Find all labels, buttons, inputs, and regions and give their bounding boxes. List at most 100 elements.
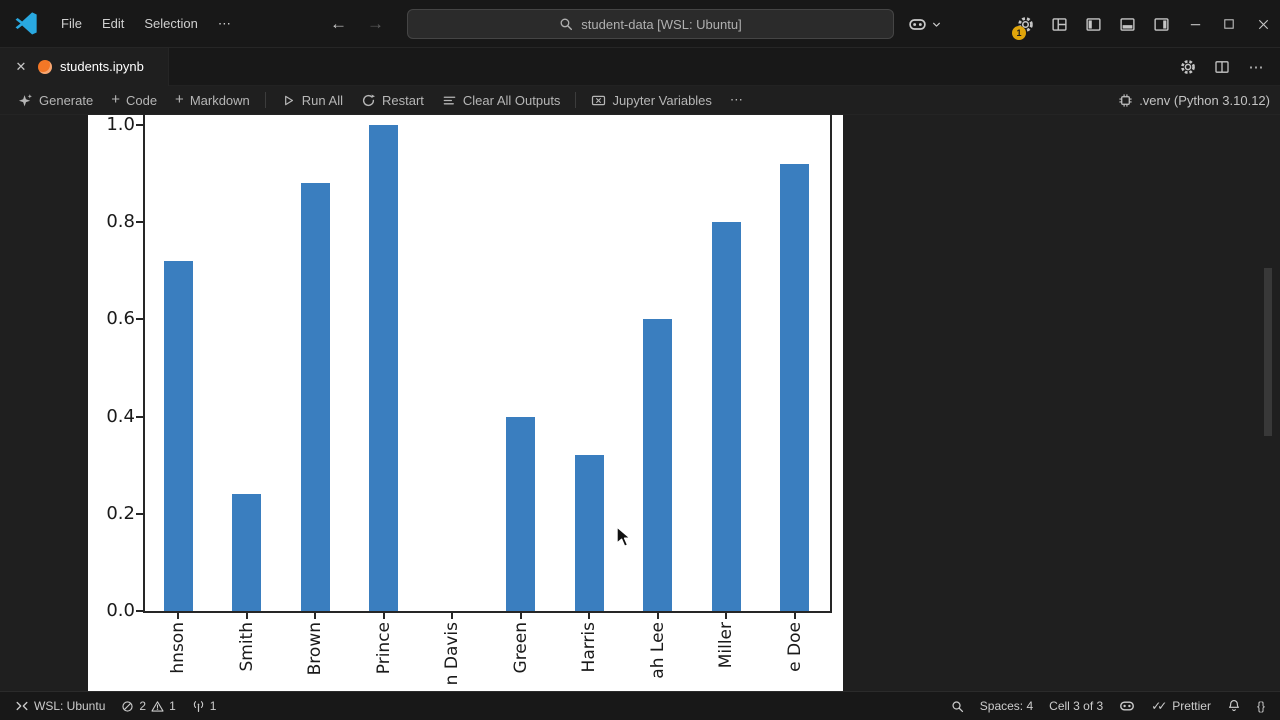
gear-icon: [1180, 59, 1196, 75]
sidebar-left-icon: [1085, 16, 1102, 33]
editor-actions: ⋯: [1174, 48, 1270, 86]
command-center-search[interactable]: student-data [WSL: Ubuntu]: [407, 9, 894, 39]
clear-all-outputs-label: Clear All Outputs: [462, 92, 561, 108]
y-tick-label: 1.0: [106, 115, 135, 135]
run-all-label: Run All: [301, 92, 343, 108]
search-text: student-data [WSL: Ubuntu]: [581, 16, 742, 32]
notebook-editor: 0.0 0.2 0.4 0.6 0.8 1.0 hnson Smith Brown Prince n…: [0, 115, 1280, 691]
prettier-label: Prettier: [1172, 699, 1211, 713]
bar: [643, 319, 672, 611]
settings-gear-button[interactable]: 1: [1008, 0, 1042, 48]
x-tick-label: n Davis: [442, 622, 462, 686]
toggle-panel-button[interactable]: [1110, 0, 1144, 48]
jupyter-variables-button[interactable]: Jupyter Variables: [583, 90, 719, 111]
settings-badge: 1: [1012, 26, 1026, 40]
ellipsis-icon: ⋯: [729, 92, 743, 107]
maximize-icon: [1222, 17, 1236, 31]
cell-indicator[interactable]: Cell 3 of 3: [1042, 695, 1110, 717]
notebook-settings-button[interactable]: [1174, 54, 1202, 80]
kernel-icon: [1118, 93, 1133, 108]
y-tick-label: 0.4: [106, 405, 135, 427]
notifications-bell[interactable]: [1220, 695, 1248, 717]
run-all-button[interactable]: Run All: [273, 90, 351, 111]
status-bar-right: Spaces: 4 Cell 3 of 3 ✓✓ Prettier {}: [944, 695, 1272, 717]
bar: [232, 494, 261, 611]
add-code-cell-button[interactable]: + Code: [103, 90, 165, 111]
restart-kernel-button[interactable]: Restart: [353, 90, 432, 111]
x-tick-mark: [382, 613, 385, 619]
toolbar-more-button[interactable]: ⋯: [722, 89, 751, 111]
kernel-picker-button[interactable]: .venv (Python 3.10.12): [1118, 86, 1270, 115]
ports-indicator[interactable]: 1: [185, 695, 224, 717]
layout-grid-icon: [1051, 16, 1068, 33]
remote-icon: [15, 699, 29, 713]
tab-students-ipynb[interactable]: ✕ students.ipynb: [0, 47, 169, 86]
clear-all-outputs-button[interactable]: Clear All Outputs: [434, 90, 569, 111]
braces-indicator[interactable]: {}: [1250, 695, 1272, 717]
tab-close-icon[interactable]: ✕: [15, 58, 27, 74]
error-icon: [121, 700, 134, 713]
toolbar-separator: [575, 92, 577, 108]
x-tick-mark: [656, 613, 659, 619]
copilot-menu-button[interactable]: [908, 13, 943, 35]
split-editor-icon: [1214, 59, 1230, 75]
y-tick-mark: [136, 221, 143, 224]
add-code-label: Code: [125, 92, 158, 108]
add-markdown-cell-button[interactable]: + Markdown: [167, 90, 258, 111]
x-tick-mark: [177, 613, 179, 619]
bar: [711, 222, 741, 611]
bar: [506, 417, 535, 611]
double-check-icon: ✓✓: [1151, 699, 1167, 713]
x-tick-label: ah Lee: [647, 622, 668, 679]
window-close-button[interactable]: [1246, 0, 1280, 48]
editor-scrollbar[interactable]: [1264, 268, 1272, 436]
editor-more-actions-button[interactable]: ⋯: [1242, 54, 1270, 80]
y-tick-mark: [136, 415, 143, 418]
x-tick-mark: [793, 613, 796, 619]
braces-icon: {}: [1256, 699, 1265, 713]
generate-label: Generate: [39, 92, 94, 108]
y-tick-label: 0.8: [106, 211, 135, 233]
run-all-icon: [281, 93, 296, 108]
chart-output: 0.0 0.2 0.4 0.6 0.8 1.0 hnson Smith Brown Prince n…: [88, 115, 843, 691]
copilot-status[interactable]: [1112, 695, 1142, 717]
split-editor-button[interactable]: [1208, 54, 1236, 80]
title-bar-controls: 1: [1008, 0, 1280, 48]
window-minimize-button[interactable]: [1178, 0, 1212, 48]
customize-layout-button[interactable]: [1042, 0, 1076, 48]
spaces-label: Spaces: 4: [979, 699, 1034, 713]
menu-more[interactable]: ⋯: [217, 15, 231, 31]
chevron-down-icon: [930, 18, 943, 31]
nav-back-button[interactable]: ←: [330, 14, 347, 33]
nav-forward-button[interactable]: →: [367, 14, 384, 33]
ports-count: 1: [209, 699, 217, 713]
x-axis-spine: [143, 611, 832, 613]
menu-selection[interactable]: Selection: [144, 15, 198, 31]
error-count: 2: [139, 699, 147, 713]
prettier-indicator[interactable]: ✓✓ Prettier: [1144, 695, 1218, 717]
y-tick-label: 0.0: [106, 600, 135, 621]
restart-label: Restart: [381, 92, 424, 108]
bar: [300, 183, 330, 611]
zoom-indicator[interactable]: [944, 695, 971, 717]
jupyter-variables-label: Jupyter Variables: [612, 92, 712, 108]
bar: [574, 455, 604, 611]
clear-all-icon: [442, 93, 457, 108]
sparkle-icon: [18, 93, 33, 108]
toggle-secondary-sidebar-button[interactable]: [1144, 0, 1178, 48]
history-nav: ← →: [330, 0, 384, 48]
restart-icon: [361, 93, 376, 108]
y-tick-mark: [136, 124, 143, 126]
problems-indicator[interactable]: 2 1: [114, 695, 182, 717]
copilot-icon: [1119, 698, 1135, 714]
bell-icon: [1227, 699, 1241, 713]
window-maximize-button[interactable]: [1212, 0, 1246, 48]
generate-button[interactable]: Generate: [10, 90, 101, 111]
y-tick-mark: [136, 318, 143, 321]
menu-file[interactable]: File: [61, 15, 82, 31]
x-tick-mark: [314, 613, 316, 619]
remote-indicator[interactable]: WSL: Ubuntu: [8, 695, 112, 717]
toggle-primary-sidebar-button[interactable]: [1076, 0, 1110, 48]
menu-edit[interactable]: Edit: [101, 15, 125, 31]
spaces-indicator[interactable]: Spaces: 4: [973, 695, 1040, 717]
